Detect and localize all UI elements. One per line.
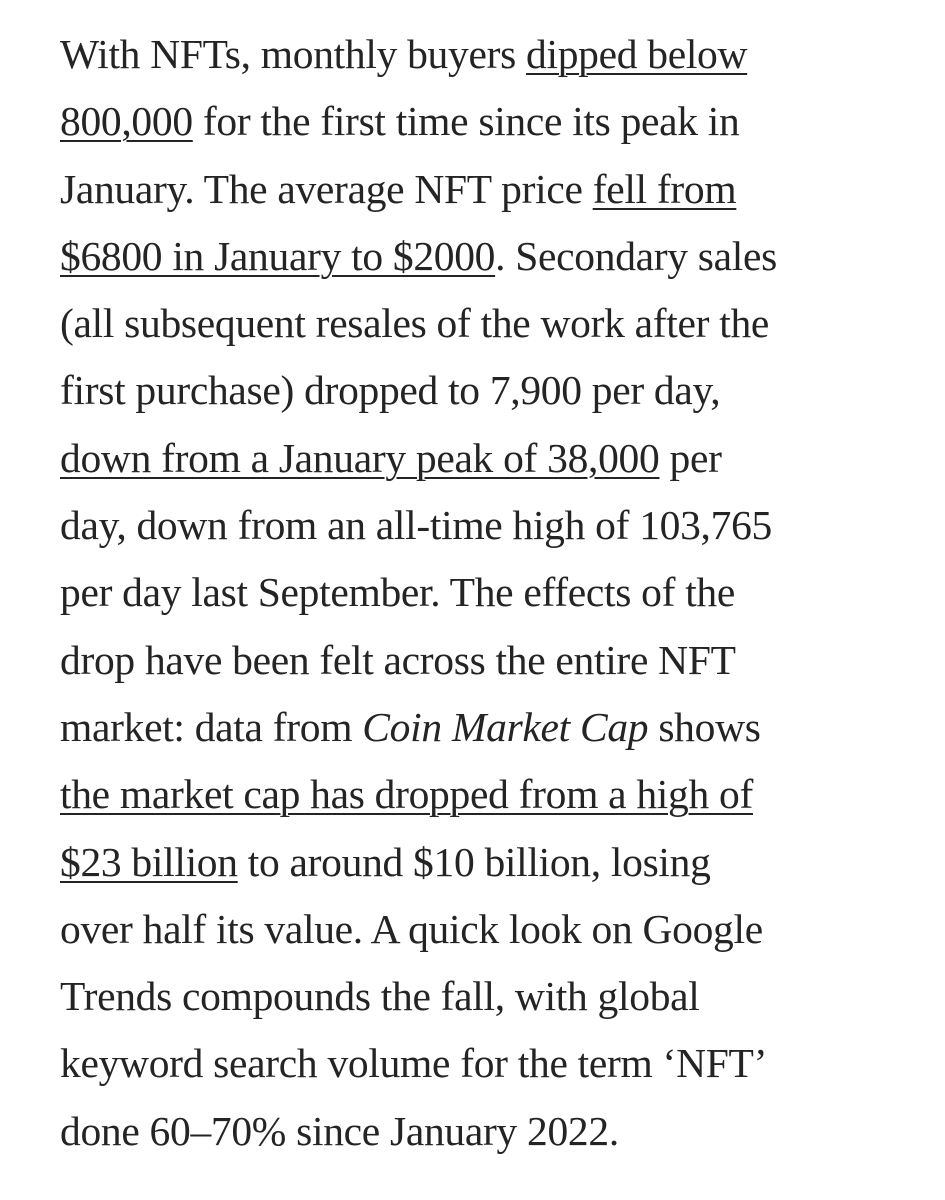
line-text: . Secondary sales: [495, 232, 777, 279]
line-text: With NFTs, monthly buyers: [60, 31, 527, 77]
paragraph-line-12: the market cap has dropped from a high o…: [60, 761, 940, 828]
line-text: to around $10 billion, losing: [237, 838, 711, 885]
line-text: for the first time since its peak in: [192, 98, 740, 145]
paragraph-line-3: January. The average NFT price fell from: [60, 156, 940, 223]
link-market-cap-cont[interactable]: $23 billion: [60, 838, 238, 885]
paragraph-line-2: 800,000 for the first time since its pea…: [60, 88, 940, 155]
link-800000[interactable]: 800,000: [60, 98, 193, 145]
paragraph-line-14: over half its value. A quick look on Goo…: [60, 905, 763, 952]
paragraph-line-10: drop have been felt across the entire NF…: [60, 636, 736, 683]
paragraph-line-11: market: data from Coin Market Cap shows: [60, 694, 940, 761]
article-body: With NFTs, monthly buyers dipped below 8…: [60, 21, 940, 1165]
link-price-drop[interactable]: $6800 in January to $2000: [60, 232, 496, 279]
paragraph-line-9: per day last September. The effects of t…: [60, 569, 735, 616]
paragraph-line-1: With NFTs, monthly buyers dipped below: [60, 21, 940, 88]
link-fell-from[interactable]: fell from: [592, 165, 737, 212]
paragraph-line-6: first purchase) dropped to 7,900 per day…: [60, 367, 721, 414]
paragraph-line-4: $6800 in January to $2000. Secondary sal…: [60, 223, 940, 290]
link-market-cap[interactable]: the market cap has dropped from a high o…: [60, 771, 753, 818]
line-text: per: [659, 434, 722, 481]
paragraph-line-8: day, down from an all-time high of 103,7…: [60, 502, 772, 549]
paragraph-line-16: keyword search volume for the term ‘NFT’: [60, 1040, 768, 1087]
article-paragraph: With NFTs, monthly buyers dipped below 8…: [60, 21, 940, 1165]
paragraph-line-13: $23 billion to around $10 billion, losin…: [60, 829, 940, 896]
link-dipped-below[interactable]: dipped below: [526, 31, 748, 77]
link-january-peak[interactable]: down from a January peak of 38,000: [60, 434, 660, 481]
paragraph-line-7: down from a January peak of 38,000 per: [60, 425, 940, 492]
line-text: shows: [648, 703, 761, 750]
paragraph-line-17: done 60–70% since January 2022.: [60, 1107, 619, 1154]
line-text: market: data from: [60, 703, 363, 750]
paragraph-line-15: Trends compounds the fall, with global: [60, 973, 700, 1020]
line-text: January. The average NFT price: [60, 165, 593, 212]
paragraph-line-5: (all subsequent resales of the work afte…: [60, 300, 770, 347]
source-name-coin-market-cap: Coin Market Cap: [362, 703, 649, 750]
